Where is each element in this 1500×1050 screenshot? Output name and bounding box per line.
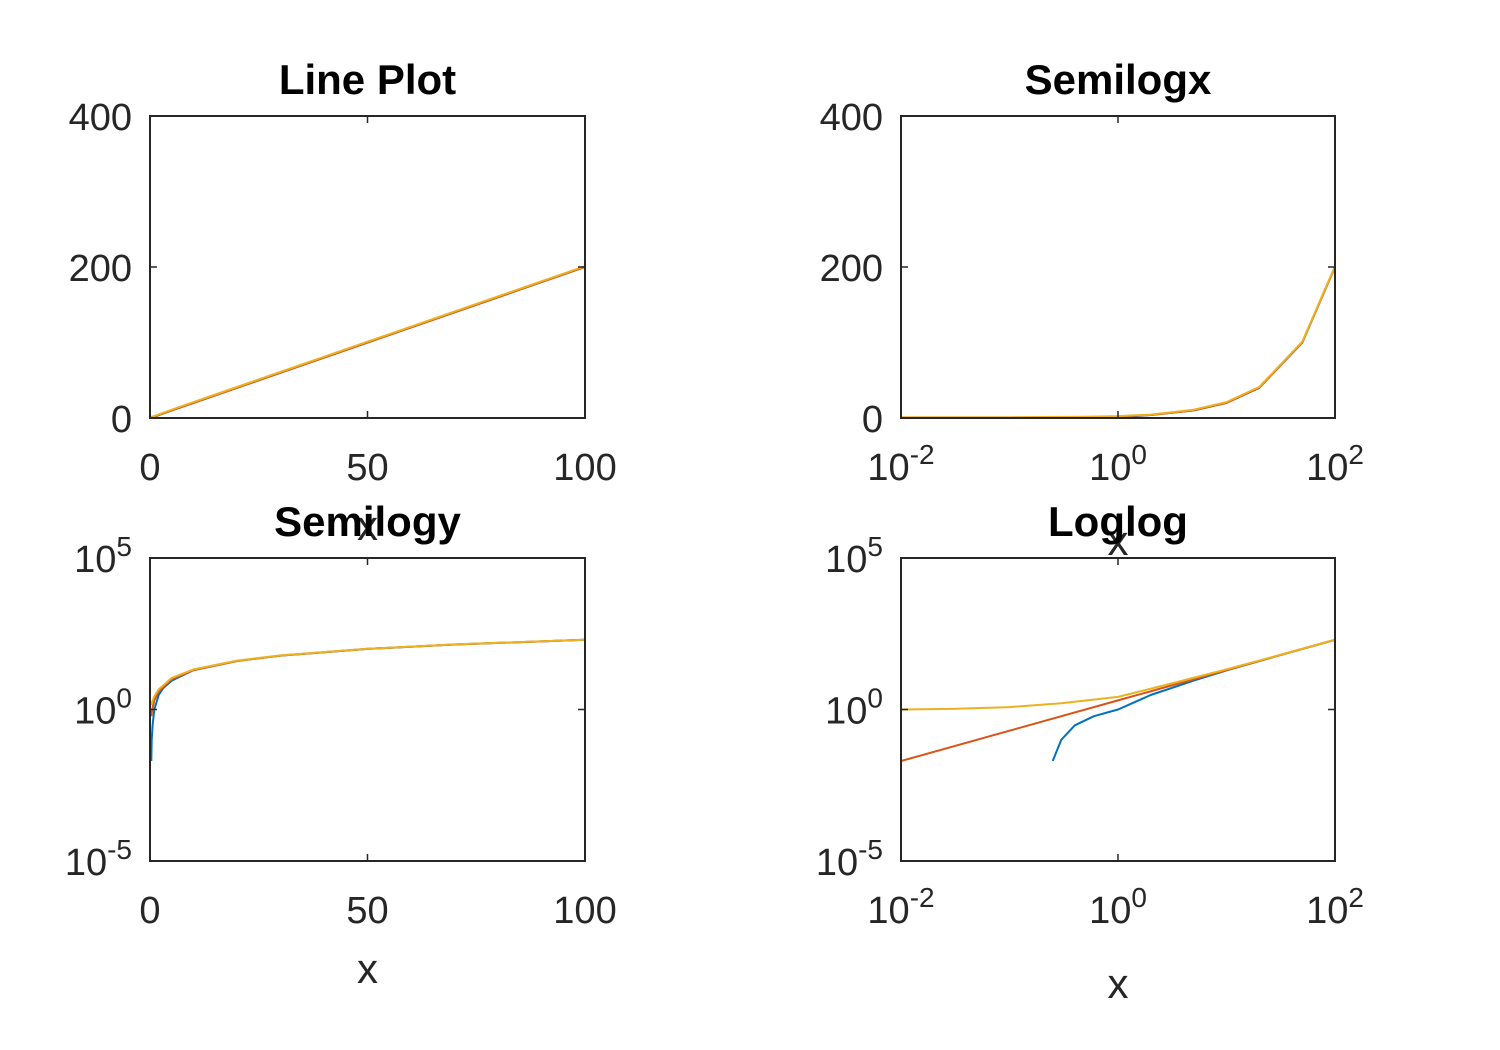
series-line-1	[150, 638, 585, 762]
x-tick-label: 102	[1306, 439, 1364, 489]
subplot-loglog: 10-2 100 102 10-5 100 105 x	[816, 531, 1364, 1007]
x-axis-label: x	[1108, 960, 1129, 1007]
axes-box	[149, 115, 586, 419]
x-tick-label: 50	[346, 447, 388, 489]
x-tick-label: 102	[1306, 882, 1364, 932]
x-tick-label: 100	[1089, 439, 1147, 489]
series-line-1	[901, 266, 1335, 418]
y-tick-label: 100	[74, 683, 132, 733]
axes-box	[149, 557, 586, 862]
y-tick-label: 200	[820, 248, 883, 290]
y-tick-label: 200	[69, 248, 132, 290]
axes-box	[900, 115, 1336, 419]
y-tick-label: 10-5	[65, 834, 132, 884]
x-tick-label: 10-2	[867, 882, 934, 932]
x-axis-label: x	[357, 945, 378, 992]
x-tick-label: 100	[553, 890, 616, 932]
x-tick-label: 100	[553, 447, 616, 489]
series-line-3	[901, 638, 1335, 711]
subplot-semilogx: 10-2 100 102 0 200 400 x	[820, 97, 1364, 564]
subplot-semilogy: 0 50 100 10-5 100 105 x	[65, 531, 617, 992]
series-line-3	[150, 265, 585, 418]
chart-title: Line Plot	[279, 56, 456, 103]
x-tick-label: 10-2	[867, 439, 934, 489]
x-tick-label: 0	[139, 890, 160, 932]
subplot-line-plot: 0 50 100 0 200 400 x	[69, 97, 617, 549]
y-tick-label: 105	[825, 531, 883, 581]
y-tick-label: 10-5	[816, 834, 883, 884]
y-tick-label: 0	[111, 399, 132, 441]
chart-title: Loglog	[1048, 498, 1188, 545]
x-axis-label: x	[357, 502, 378, 549]
x-tick-label: 100	[1089, 882, 1147, 932]
y-tick-label: 105	[74, 531, 132, 581]
chart-title: Semilogy	[274, 498, 461, 545]
x-axis-label: x	[1108, 517, 1129, 564]
y-tick-label: 400	[820, 97, 883, 139]
series-line-3	[901, 265, 1335, 418]
chart-title: Semilogx	[1025, 56, 1212, 103]
x-tick-label: 50	[346, 890, 388, 932]
series-line-3	[150, 638, 585, 706]
y-tick-label: 0	[862, 399, 883, 441]
y-tick-label: 100	[825, 683, 883, 733]
series-line-2	[150, 638, 585, 717]
series-line-2	[901, 266, 1335, 418]
x-tick-label: 0	[139, 447, 160, 489]
y-tick-label: 400	[69, 97, 132, 139]
